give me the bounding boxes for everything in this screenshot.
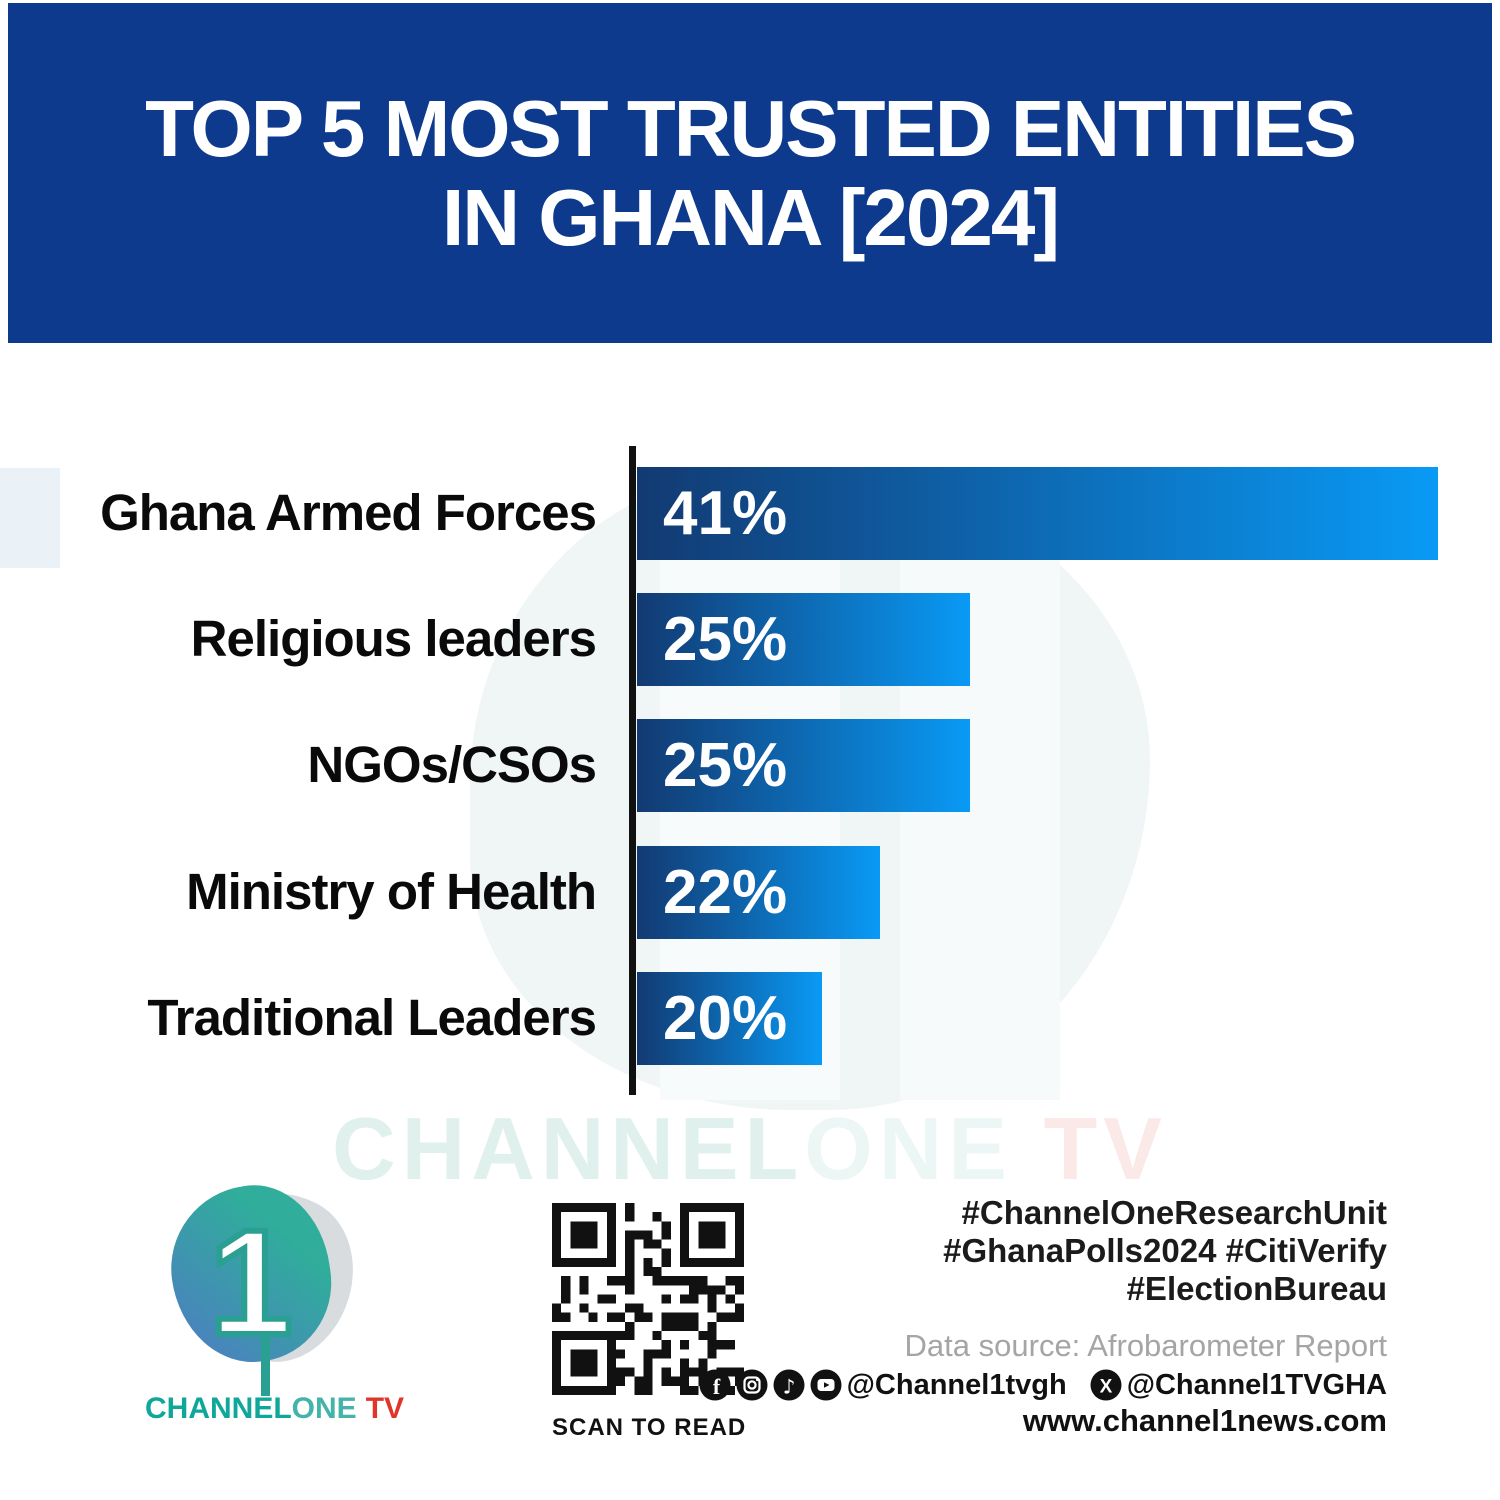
- bar-1: 41%: [637, 467, 1438, 560]
- bar-2: 25%: [637, 593, 970, 686]
- qr-caption: SCAN TO READ: [552, 1414, 747, 1441]
- header-banner: TOP 5 MOST TRUSTED ENTITIES IN GHANA [20…: [8, 3, 1492, 343]
- facebook-icon: f: [699, 1369, 731, 1401]
- background-corner-tint: [0, 468, 60, 568]
- category-label: Ghana Armed Forces: [100, 484, 597, 541]
- x-icon: X: [1090, 1369, 1122, 1401]
- hashtag-line-2: #GhanaPolls2024 #CitiVerify: [943, 1232, 1387, 1269]
- value-label: 41%: [663, 479, 788, 548]
- svg-text:f: f: [712, 1374, 720, 1399]
- hashtag-line-3: #ElectionBureau: [1126, 1270, 1387, 1307]
- social-handle-1: @Channel1tvgh: [846, 1368, 1067, 1401]
- logo-wordmark-one: ONE: [291, 1392, 357, 1425]
- website-url: www.channel1news.com: [1022, 1403, 1387, 1438]
- logo-wordmark-tv: TV: [365, 1392, 405, 1425]
- instagram-icon: [736, 1369, 768, 1401]
- hashtag-line-1: #ChannelOneResearchUnit: [961, 1194, 1387, 1231]
- value-label: 25%: [663, 605, 788, 674]
- footer-right-column: #ChannelOneResearchUnit #GhanaPolls2024 …: [699, 1194, 1387, 1436]
- svg-text:♪: ♪: [782, 1375, 795, 1399]
- logo-wordmark: CHANNELONE TV: [145, 1392, 404, 1426]
- social-handle-2: @Channel1TVGHA: [1126, 1368, 1387, 1401]
- category-label: Religious leaders: [190, 610, 597, 667]
- watermark-tv: TV: [1013, 1099, 1168, 1198]
- category-label: Ministry of Health: [186, 863, 597, 920]
- logo-numeral-stem: [261, 1334, 270, 1396]
- watermark-channel: CHANNEL: [332, 1099, 805, 1198]
- page-title-line-2: IN GHANA [2024]: [441, 173, 1060, 262]
- value-label: 25%: [663, 731, 788, 800]
- channel-one-tv-logo: 1 CHANNELONE TV: [145, 1172, 404, 1427]
- logo-numeral-1: 1: [206, 1195, 295, 1369]
- data-source-note: Data source: Afrobarometer Report: [904, 1328, 1387, 1363]
- value-label: 20%: [663, 984, 788, 1053]
- youtube-icon: [810, 1369, 842, 1401]
- chart-axis-line: [629, 446, 636, 1095]
- svg-text:X: X: [1099, 1377, 1112, 1398]
- logo-wordmark-channel: CHANNEL: [145, 1392, 292, 1425]
- category-label: Traditional Leaders: [147, 989, 597, 1046]
- watermark-one: ONE: [804, 1099, 1013, 1198]
- tiktok-icon: ♪: [773, 1369, 805, 1401]
- category-label: NGOs/CSOs: [307, 736, 597, 793]
- bar-5: 20%: [637, 972, 822, 1065]
- value-label: 22%: [663, 858, 788, 927]
- bar-3: 25%: [637, 719, 970, 812]
- social-row: f ♪ @Channel1tvgh X @Channel: [699, 1368, 1387, 1402]
- channelone-tv-watermark: CHANNELONE TV: [0, 1098, 1500, 1200]
- bar-4: 22%: [637, 846, 880, 939]
- page-title-line-1: TOP 5 MOST TRUSTED ENTITIES: [145, 83, 1357, 173]
